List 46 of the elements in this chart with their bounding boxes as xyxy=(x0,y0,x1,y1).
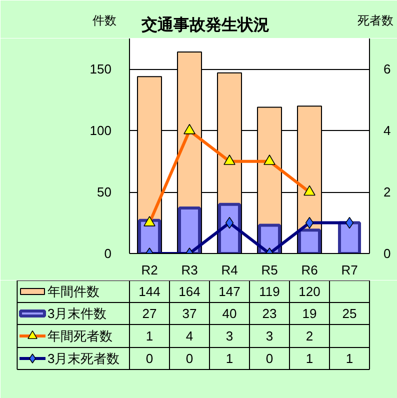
data-label: 3 xyxy=(226,328,234,344)
x-tick-label: R2 xyxy=(141,262,158,278)
data-label: 164 xyxy=(178,284,200,299)
y2-tick-label: 4 xyxy=(384,123,391,138)
y2-tick-label: 2 xyxy=(384,184,391,200)
y-tick-label: 100 xyxy=(90,123,112,138)
chart-title: 交通事故発生状況 xyxy=(140,15,270,34)
x-tick-label: R4 xyxy=(221,262,238,278)
data-label: 40 xyxy=(222,306,237,321)
x-tick-label: R6 xyxy=(301,262,318,278)
data-label: 120 xyxy=(298,284,320,299)
x-tick-label: R7 xyxy=(341,262,358,278)
y-axis-title: 件数 xyxy=(92,14,116,28)
data-label: 0 xyxy=(186,351,194,366)
data-label: 4 xyxy=(186,328,194,344)
data-label: 37 xyxy=(182,306,197,321)
data-label: 1 xyxy=(306,351,314,366)
bar xyxy=(298,228,321,254)
bar xyxy=(178,206,201,254)
data-label: 0 xyxy=(146,351,154,366)
legend-label: 3月末件数 xyxy=(48,306,107,321)
data-label: 0 xyxy=(266,351,274,366)
x-tick-label: R5 xyxy=(261,262,278,278)
data-label: 1 xyxy=(226,351,234,366)
bar xyxy=(338,221,361,254)
data-label: 23 xyxy=(262,306,277,321)
data-label: 119 xyxy=(259,284,280,299)
data-label: 2 xyxy=(306,328,314,344)
data-label: 27 xyxy=(142,306,157,321)
y-tick-label: 0 xyxy=(104,246,112,261)
y2-axis-title: 死者数 xyxy=(358,14,394,28)
y-tick-label: 150 xyxy=(90,62,112,77)
y2-tick-label: 0 xyxy=(384,246,391,261)
data-label: 1 xyxy=(346,351,354,366)
x-tick-label: R3 xyxy=(181,262,198,278)
data-label: 19 xyxy=(302,306,317,321)
data-label: 144 xyxy=(138,284,160,299)
y-tick-label: 50 xyxy=(97,184,112,200)
y2-tick-label: 6 xyxy=(384,62,391,77)
data-label: 147 xyxy=(218,284,240,299)
legend-label: 3月末死者数 xyxy=(48,351,120,366)
legend-label: 年間死者数 xyxy=(48,328,112,344)
legend-label: 年間件数 xyxy=(48,284,100,299)
data-label: 1 xyxy=(146,328,154,344)
data-label: 25 xyxy=(342,306,357,321)
data-label: 3 xyxy=(266,328,274,344)
